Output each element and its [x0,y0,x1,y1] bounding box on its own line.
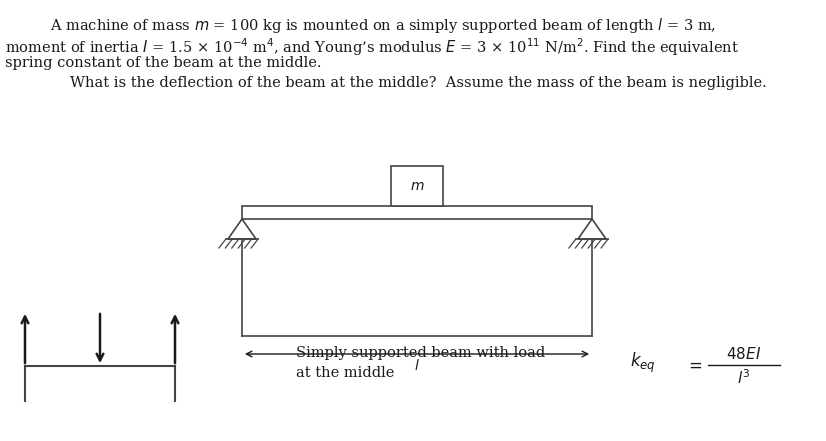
Text: $l^3$: $l^3$ [738,368,751,387]
Text: What is the deflection of the beam at the middle?  Assume the mass of the beam i: What is the deflection of the beam at th… [70,76,767,90]
Polygon shape [228,219,256,239]
Bar [391,166,443,206]
Polygon shape [578,219,606,239]
Text: $l$: $l$ [414,358,420,373]
Bar [242,206,592,219]
Text: $k_{\mathit{eq}}$: $k_{\mathit{eq}}$ [630,351,656,375]
Text: $48EI$: $48EI$ [726,346,762,362]
Text: A machine of mass $m$ = 100 kg is mounted on a simply supported beam of length $: A machine of mass $m$ = 100 kg is mounte… [50,16,716,35]
Text: $=$: $=$ [685,356,702,374]
Text: moment of inertia $I$ = 1.5 × 10$^{-4}$ m$^4$, and Young’s modulus $E$ = 3 × 10$: moment of inertia $I$ = 1.5 × 10$^{-4}$ … [5,36,739,58]
Text: spring constant of the beam at the middle.: spring constant of the beam at the middl… [5,56,321,70]
Text: at the middle: at the middle [296,366,394,380]
Text: $m$: $m$ [410,179,425,193]
Text: Simply supported beam with load: Simply supported beam with load [296,346,545,360]
